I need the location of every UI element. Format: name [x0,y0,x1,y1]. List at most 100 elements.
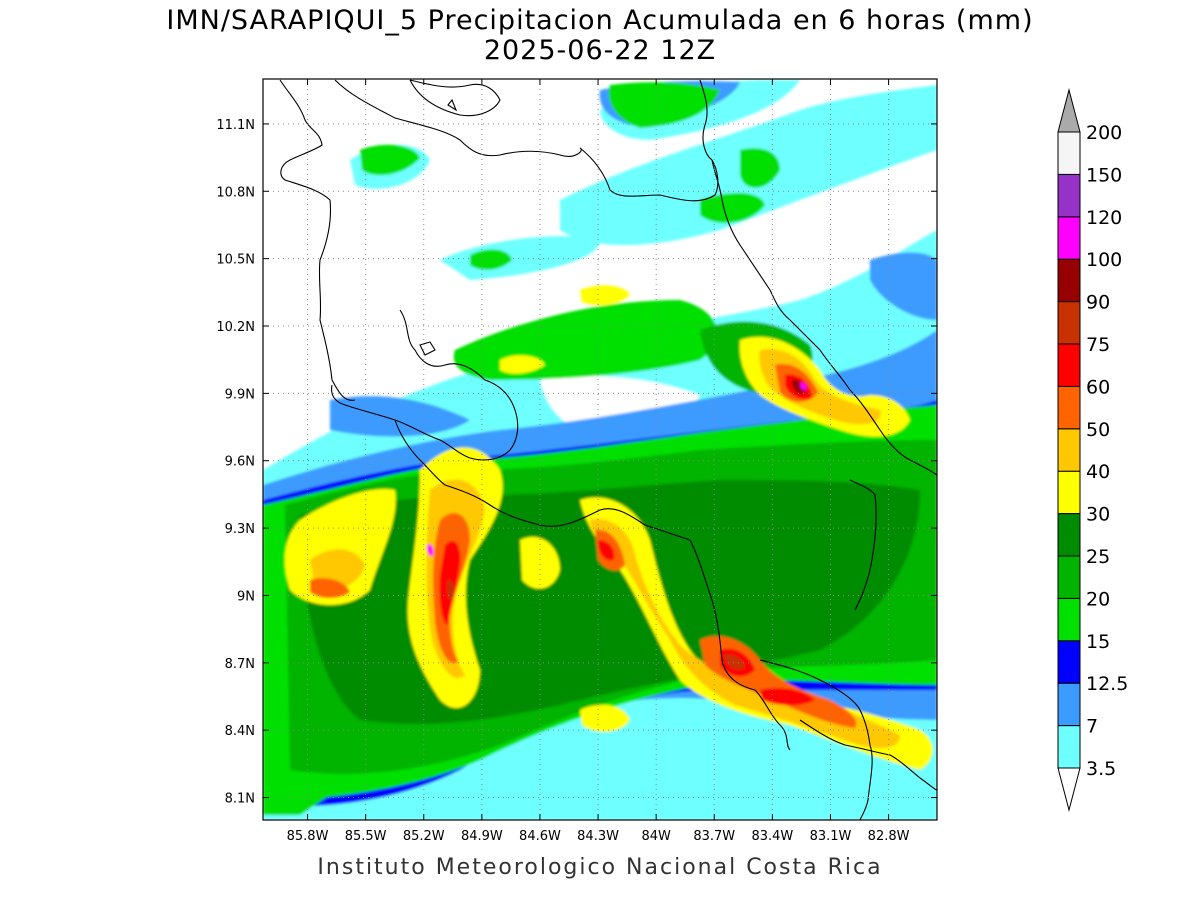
colorbar-label: 200 [1086,122,1122,144]
lon-tick-label: 84.6W [519,829,561,844]
map-frame [262,78,938,821]
precip-area-30 [580,285,630,306]
precip-area-50 [310,578,350,598]
panama-caribbean [849,479,877,611]
coastline-borders [279,79,937,820]
lat-tick-label: 9.3N [225,522,255,537]
colorbar-swatch [1057,258,1081,303]
longitude-axis: 85.8W 85.5W 85.2W 84.9W 84.6W 84.3W 84W 83.7W 83… [287,79,910,844]
colorbar-swatch [1057,385,1081,430]
colorbar-max-arrow [1057,88,1081,133]
island-outline [419,341,436,356]
precip-area-40 [590,519,900,749]
precip-area-75 [724,654,745,670]
lat-tick-label: 8.4N [225,724,255,739]
colorbar-swatch [1057,513,1081,557]
precip-area-100 [426,544,434,557]
colorbar-swatch [1057,131,1081,175]
colorbar-label: 90 [1086,292,1110,314]
nicaragua-coast-line [279,79,356,401]
lake-nicaragua-shore [334,79,582,157]
lat-tick-label: 9.6N [225,455,255,470]
colorbar-swatch [1057,470,1081,515]
footer-credit: Instituto Meteorologico Nacional Costa R… [317,855,883,880]
precip-area-15 [608,82,720,128]
lat-tick-label: 10.2N [216,320,255,335]
lat-tick-label: 11.1N [216,118,255,133]
lon-tick-label: 83.1W [810,829,852,844]
precip-area-15 [740,148,780,188]
colorbar-label: 20 [1086,588,1110,610]
lat-tick-label: 10.8N [216,185,255,200]
colorbar-label: 60 [1086,376,1110,398]
colorbar-swatch [1057,301,1081,345]
colorbar-swatch [1057,343,1081,387]
precip-area-15 [263,764,330,815]
latitude-axis: 11.1N 10.8N 10.5N 10.2N 9.9N 9.6N 9.3N 9N 8.7N 8.… [216,118,937,807]
nicoya-coast [394,419,691,541]
colorbar-label: 30 [1086,504,1110,526]
lat-tick-label: 8.7N [225,657,255,672]
colorbar-min-arrow [1057,767,1081,812]
lon-tick-label: 84W [641,829,671,844]
precip-area-30 [520,536,560,589]
map-subtitle-date: 2025-06-22 12Z [483,35,717,66]
border-line [579,147,937,476]
colorbar-swatch [1057,725,1081,769]
lon-tick-label: 84.3W [577,829,619,844]
lat-tick-label: 10.5N [216,253,255,268]
colorbar-label: 120 [1086,207,1122,229]
lon-tick-label: 84.9W [461,829,503,844]
colorbar-label: 25 [1086,546,1110,568]
lake-nicaragua-shore [409,79,501,117]
colorbar-swatch [1057,428,1081,472]
colorbar-label: 40 [1086,461,1110,483]
colorbar-label: 3.5 [1086,758,1116,780]
lat-tick-label: 9.9N [225,387,255,402]
colorbar-label: 100 [1086,249,1122,271]
colorbar-label: 12.5 [1086,673,1128,695]
lon-tick-label: 85.2W [403,829,445,844]
lon-tick-label: 85.5W [345,829,387,844]
panama-coast [799,719,937,791]
colorbar-label: 7 [1086,716,1098,738]
precip-area-15 [700,193,765,223]
precip-area-7 [330,396,470,437]
colorbar-label: 75 [1086,334,1110,356]
lat-tick-label: 8.1N [225,792,255,807]
costa-rica-pacific-coast [331,309,519,461]
colorbar-swatch [1057,173,1081,218]
colorbar-swatch [1057,216,1081,260]
precipitation-colorbar: 3.5 7 12.5 15 20 25 30 40 50 60 75 90 100 120 150 200 [1057,88,1128,812]
osa-coast [689,539,791,751]
map-title: IMN/SARAPIQUI_5 Precipitacion Acumulada … [166,5,1034,36]
panama-border [759,659,873,820]
precip-area-30 [284,489,396,605]
lon-tick-label: 82.8W [868,829,910,844]
colorbar-swatch [1057,682,1081,727]
colorbar-swatch [1057,640,1081,684]
lat-tick-label: 9N [237,589,255,604]
precip-area-7 [870,252,937,320]
lon-tick-label: 83.4W [751,829,793,844]
precip-area-15 [263,690,275,718]
precip-area-100 [800,382,807,391]
precip-area-60 [760,688,815,706]
colorbar-swatch [1057,597,1081,642]
border-line [699,79,713,161]
precip-area-75 [447,579,454,600]
island-outline [447,98,458,112]
colorbar-swatch [1057,555,1081,599]
precip-area-15 [360,144,420,176]
precipitation-field [263,79,937,820]
colorbar-label: 15 [1086,631,1110,653]
precip-area-15 [470,249,512,270]
precip-area-60 [598,540,615,561]
precip-area-30 [580,704,630,732]
map-grid [263,79,937,820]
lon-tick-label: 83.7W [693,829,735,844]
lon-tick-label: 85.8W [287,829,329,844]
colorbar-label: 50 [1086,419,1110,441]
colorbar-label: 150 [1086,164,1122,186]
